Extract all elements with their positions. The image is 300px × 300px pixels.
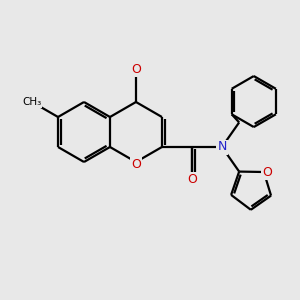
- Text: O: O: [131, 63, 141, 76]
- Text: O: O: [262, 166, 272, 178]
- Text: O: O: [131, 158, 141, 171]
- Text: N: N: [217, 140, 226, 154]
- Text: CH₃: CH₃: [22, 97, 42, 107]
- Text: O: O: [187, 173, 197, 186]
